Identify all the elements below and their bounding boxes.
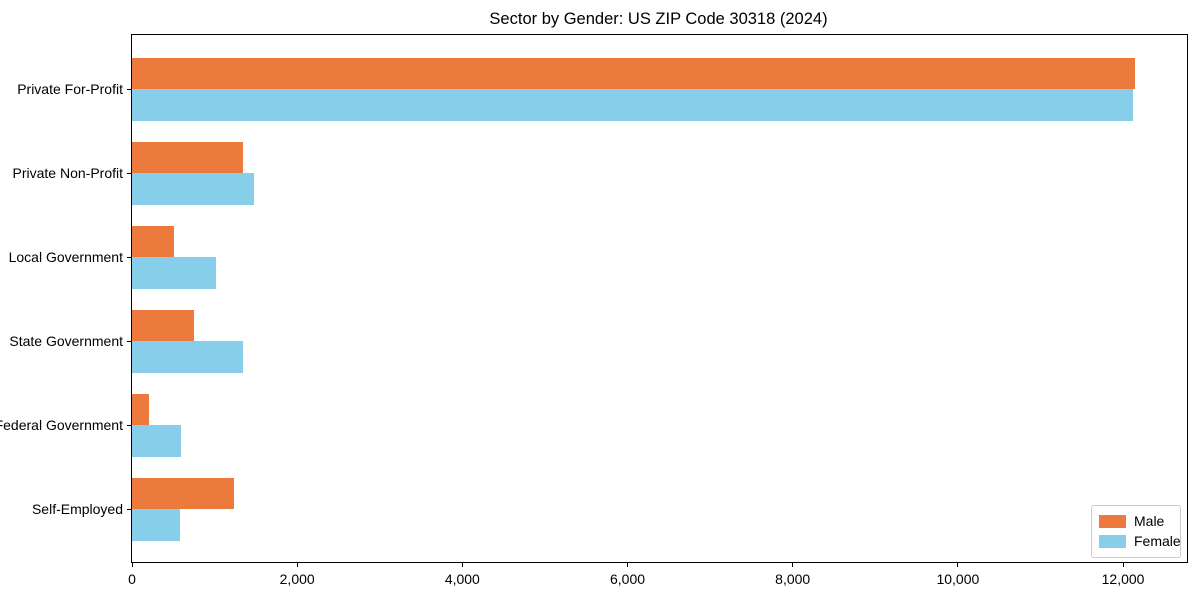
legend-item-male: Male — [1099, 511, 1173, 531]
bar-female — [132, 341, 244, 373]
y-axis-tick — [127, 257, 132, 258]
y-axis-category-label: Federal Government — [0, 417, 123, 433]
chart-title: Sector by Gender: US ZIP Code 30318 (202… — [489, 10, 828, 28]
bar-female — [132, 173, 255, 205]
y-axis-tick — [127, 341, 132, 342]
bar-female — [132, 425, 181, 457]
x-axis-tick-label: 0 — [128, 571, 136, 587]
y-axis-tick — [127, 173, 132, 174]
y-axis-tick — [127, 509, 132, 510]
bar-male — [132, 141, 244, 173]
legend-label-female: Female — [1134, 533, 1181, 549]
bar-female — [132, 509, 180, 541]
bar-male — [132, 57, 1136, 89]
legend-item-female: Female — [1099, 531, 1181, 551]
x-axis-tick — [627, 562, 629, 567]
x-axis-tick — [957, 562, 959, 567]
x-axis-tick-label: 10,000 — [936, 571, 980, 587]
x-axis-tick — [131, 562, 133, 567]
x-axis-tick-label: 4,000 — [444, 571, 480, 587]
y-axis-tick — [127, 89, 132, 90]
bar-female — [132, 257, 217, 289]
x-axis-tick — [461, 562, 463, 567]
bar-male — [132, 393, 150, 425]
x-axis-tick-label: 2,000 — [279, 571, 315, 587]
legend: Male Female — [1091, 505, 1181, 558]
bar-male — [132, 477, 234, 509]
y-axis-category-label: Self-Employed — [31, 501, 123, 517]
x-axis-tick — [1122, 562, 1124, 567]
bar-female — [132, 89, 1133, 121]
legend-label-male: Male — [1134, 513, 1165, 529]
y-axis-category-label: Private Non-Profit — [12, 165, 123, 181]
x-axis-tick — [792, 562, 794, 567]
plot-area: Male Female Private For-Profit Private No… — [0, 34, 1188, 587]
legend-swatch-male — [1099, 514, 1126, 528]
bar-male — [132, 225, 175, 257]
y-axis-tick — [127, 425, 132, 426]
legend-swatch-female — [1099, 534, 1126, 548]
x-axis-tick-label: 8,000 — [775, 571, 811, 587]
y-axis-category-label: Private For-Profit — [17, 81, 123, 97]
bar-male — [132, 309, 194, 341]
x-axis-tick — [296, 562, 298, 567]
x-axis-tick-label: 6,000 — [610, 571, 646, 587]
x-axis-tick-label: 12,000 — [1101, 571, 1145, 587]
y-axis-category-label: Local Government — [8, 249, 123, 265]
y-axis-category-label: State Government — [9, 333, 123, 349]
